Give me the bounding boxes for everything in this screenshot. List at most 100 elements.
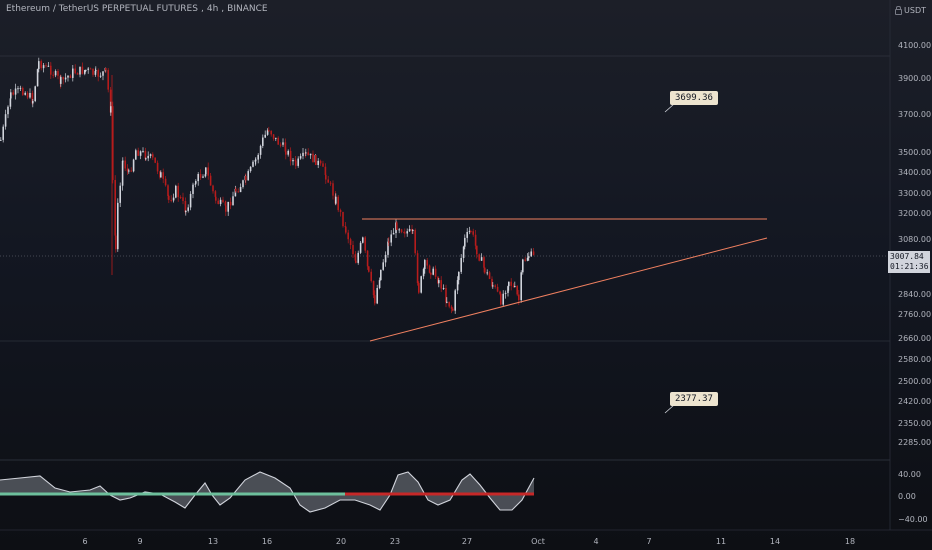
- candle-body: [194, 183, 197, 185]
- time-tick-label: 11: [716, 537, 726, 546]
- candle-body: [187, 207, 189, 211]
- candle-body: [162, 172, 164, 179]
- candle-body: [294, 159, 297, 162]
- candle-body: [4, 114, 7, 127]
- candle-body: [366, 250, 369, 267]
- candle-body: [398, 229, 400, 231]
- candle-body: [179, 197, 182, 199]
- support-trendline[interactable]: [369, 237, 768, 342]
- candle-body: [152, 154, 154, 158]
- candle-body: [255, 159, 257, 161]
- candle-body: [252, 161, 254, 167]
- candle-body: [114, 179, 116, 236]
- candle-body: [92, 68, 94, 75]
- candle-body: [520, 272, 522, 301]
- candle-body: [315, 154, 317, 165]
- currency-selector[interactable]: USDT: [895, 5, 926, 15]
- candle-body: [69, 75, 72, 78]
- candle-body: [205, 167, 207, 175]
- candle-body: [219, 199, 222, 205]
- candle-body: [67, 75, 69, 78]
- candle-body: [172, 197, 175, 201]
- candle-body: [212, 185, 214, 192]
- candle-body: [234, 188, 237, 197]
- target-low-label[interactable]: 2377.37: [670, 392, 718, 406]
- candle-body: [396, 222, 398, 230]
- candle-body: [362, 237, 364, 243]
- candle-body: [160, 172, 162, 178]
- candle-body: [380, 269, 382, 281]
- target-low-pointer: [664, 404, 675, 414]
- candle-body: [458, 271, 460, 281]
- candle-body: [528, 256, 530, 258]
- candle-body: [354, 254, 357, 261]
- target-high-pointer: [664, 103, 675, 113]
- candle-body: [257, 154, 259, 160]
- candle-body: [388, 241, 390, 243]
- candle-body: [95, 70, 97, 72]
- price-tick-label: 2580.00: [898, 355, 931, 364]
- candle-body: [202, 176, 204, 178]
- trendline-drawings: [362, 103, 768, 414]
- candle-body: [29, 92, 31, 98]
- time-tick-label: 13: [208, 537, 218, 546]
- candle-body: [483, 257, 485, 268]
- price-tick-label: 3500.00: [898, 148, 931, 157]
- candle-body: [357, 252, 359, 263]
- candle-body: [209, 175, 212, 186]
- candle-body: [424, 260, 426, 269]
- candle-body: [526, 257, 529, 261]
- candle-body: [496, 286, 499, 292]
- candle-body: [422, 268, 425, 277]
- candle-body: [302, 152, 304, 157]
- candle-body: [139, 151, 142, 156]
- candle-body: [355, 260, 357, 263]
- candle-body: [325, 175, 327, 180]
- candle-body: [239, 187, 242, 193]
- candle-body: [84, 70, 86, 74]
- candle-body: [229, 201, 232, 206]
- candle-body: [494, 285, 496, 287]
- last-price-badge: 3007.84 01:21:36: [888, 251, 930, 273]
- candle-body: [175, 185, 177, 198]
- candle-body: [94, 70, 97, 75]
- price-tick-label: 2660.00: [898, 334, 931, 343]
- candle-body: [115, 235, 117, 250]
- time-tick-label: 16: [262, 537, 272, 546]
- target-high-label[interactable]: 3699.36: [670, 91, 718, 105]
- candle-body: [247, 171, 249, 181]
- candle-body: [259, 145, 262, 155]
- time-tick-label: 23: [390, 537, 400, 546]
- candle-body: [107, 70, 109, 90]
- price-tick-label: 2500.00: [898, 377, 931, 386]
- candle-body: [10, 92, 12, 99]
- candle-body: [42, 65, 45, 69]
- candle-body: [289, 150, 292, 162]
- price-tick-label: 2760.00: [898, 310, 931, 319]
- candle-body: [408, 228, 411, 232]
- symbol-title[interactable]: Ethereum / TetherUS PERPETUAL FUTURES, 4…: [6, 4, 268, 14]
- candle-body: [339, 210, 342, 212]
- price-tick-label: 2285.00: [898, 438, 931, 447]
- candle-body: [168, 195, 170, 200]
- candle-body: [518, 294, 520, 301]
- candle-body: [272, 134, 275, 139]
- symbol-name: Ethereum / TetherUS PERPETUAL FUTURES: [6, 4, 198, 14]
- candle-body: [195, 181, 197, 184]
- lock-icon: [895, 5, 903, 15]
- candle-body: [217, 200, 219, 205]
- candle-body: [428, 265, 431, 273]
- time-tick-label: 18: [845, 537, 855, 546]
- price-tick-label: 3200.00: [898, 209, 931, 218]
- candle-body: [374, 295, 376, 304]
- time-tick-label: 9: [137, 537, 142, 546]
- candle-body: [347, 232, 349, 240]
- candle-body: [40, 61, 42, 69]
- candle-body: [242, 180, 244, 188]
- candle-body: [440, 280, 442, 289]
- candle-body: [432, 268, 434, 275]
- candle-body: [466, 231, 468, 238]
- candle-body: [62, 77, 64, 80]
